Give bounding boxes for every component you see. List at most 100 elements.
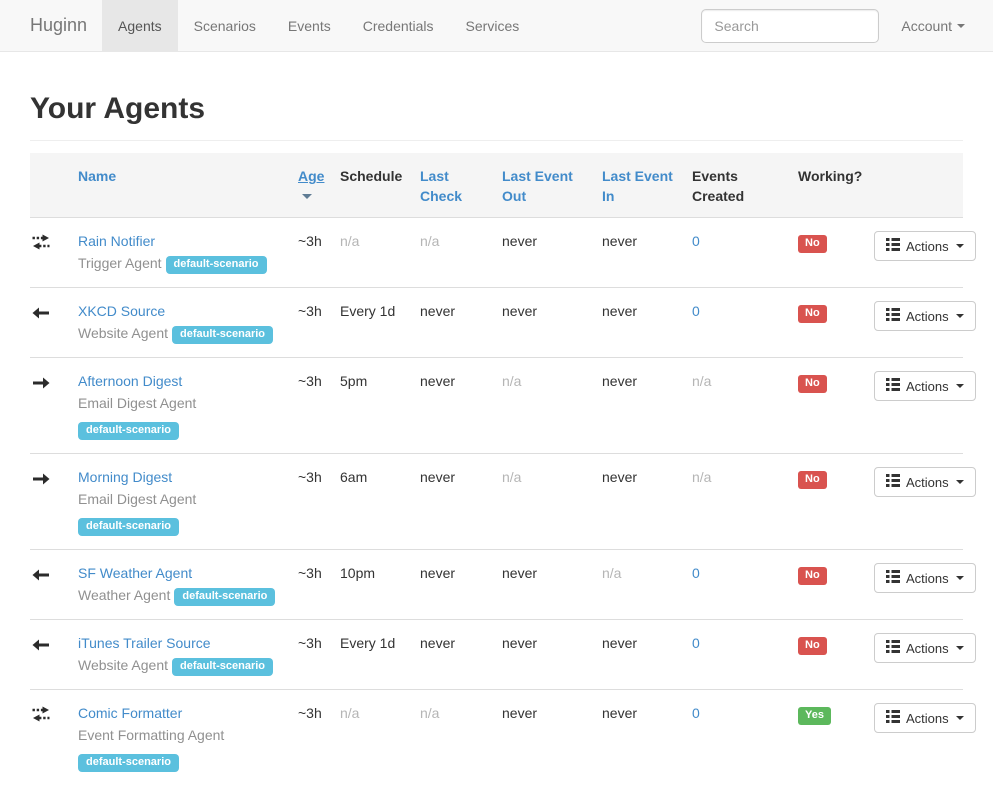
agent-name-link[interactable]: XKCD Source (78, 303, 165, 319)
bidirectional-arrows-icon (32, 706, 50, 727)
schedule-cell: 6am (332, 454, 412, 550)
bidirectional-arrows-icon (32, 234, 50, 255)
header-name[interactable]: Name (78, 168, 116, 184)
scenario-badge[interactable]: default-scenario (78, 422, 179, 440)
events-created-link[interactable]: 0 (692, 233, 700, 249)
actions-button[interactable]: Actions (874, 301, 976, 331)
last-check-cell: n/a (412, 690, 494, 785)
last-event-in-cell: never (594, 358, 684, 454)
working-badge: No (798, 471, 827, 489)
chevron-down-icon (956, 576, 964, 580)
working-badge: Yes (798, 707, 831, 725)
chevron-down-icon (956, 646, 964, 650)
age-cell: ~3h (290, 454, 332, 550)
working-badge: No (798, 305, 827, 323)
agent-name-link[interactable]: Morning Digest (78, 469, 172, 485)
scenario-badge[interactable]: default-scenario (174, 588, 275, 606)
arrow-right-icon (32, 374, 50, 394)
agent-type-label: Email Digest Agent (78, 395, 196, 411)
last-event-in-cell: never (594, 454, 684, 550)
nav-item-agents[interactable]: Agents (102, 0, 178, 51)
chevron-down-icon (956, 384, 964, 388)
agent-name-link[interactable]: iTunes Trailer Source (78, 635, 211, 651)
scenario-badge[interactable]: default-scenario (172, 326, 273, 344)
arrow-right-icon (32, 470, 50, 490)
schedule-cell: 10pm (332, 550, 412, 620)
nav-item-credentials[interactable]: Credentials (347, 0, 450, 51)
account-label: Account (901, 18, 952, 34)
scenario-badge[interactable]: default-scenario (166, 256, 267, 274)
actions-label: Actions (906, 475, 949, 490)
last-check-cell: never (412, 454, 494, 550)
account-menu[interactable]: Account (901, 18, 965, 34)
search-input[interactable] (701, 9, 879, 43)
nav-item-scenarios[interactable]: Scenarios (178, 0, 272, 51)
header-icon-spacer (30, 153, 70, 218)
last-event-out-cell: never (494, 690, 594, 785)
last-event-out-cell: n/a (494, 358, 594, 454)
chevron-down-icon (957, 24, 965, 28)
schedule-cell: Every 1d (332, 288, 412, 358)
agent-name-link[interactable]: Comic Formatter (78, 705, 182, 721)
schedule-cell: Every 1d (332, 620, 412, 690)
header-schedule: Schedule (340, 168, 402, 184)
chevron-down-icon (956, 244, 964, 248)
working-badge: No (798, 637, 827, 655)
age-cell: ~3h (290, 690, 332, 785)
actions-label: Actions (906, 641, 949, 656)
scenario-badge[interactable]: default-scenario (78, 518, 179, 536)
nav-item-events[interactable]: Events (272, 0, 347, 51)
events-created-link[interactable]: 0 (692, 705, 700, 721)
chevron-down-icon (956, 314, 964, 318)
last-check-cell: never (412, 620, 494, 690)
agent-name-link[interactable]: Afternoon Digest (78, 373, 182, 389)
list-icon (886, 238, 900, 254)
actions-button[interactable]: Actions (874, 563, 976, 593)
schedule-cell: 5pm (332, 358, 412, 454)
page-title: Your Agents (30, 92, 963, 126)
actions-button[interactable]: Actions (874, 467, 976, 497)
last-event-in-cell: n/a (594, 550, 684, 620)
header-age[interactable]: Age (298, 168, 324, 184)
actions-button[interactable]: Actions (874, 371, 976, 401)
header-last-event-out[interactable]: Last Event Out (502, 168, 573, 204)
navbar: Huginn Agents Scenarios Events Credentia… (0, 0, 993, 52)
divider (30, 140, 963, 141)
last-check-cell: never (412, 358, 494, 454)
scenario-badge[interactable]: default-scenario (172, 658, 273, 676)
actions-button[interactable]: Actions (874, 231, 976, 261)
last-check-cell: never (412, 288, 494, 358)
table-row: Morning Digest Email Digest Agent defaul… (30, 454, 963, 550)
agent-type-label: Weather Agent (78, 587, 170, 603)
events-created-link[interactable]: 0 (692, 635, 700, 651)
working-badge: No (798, 375, 827, 393)
agent-name-link[interactable]: SF Weather Agent (78, 565, 192, 581)
scenario-badge[interactable]: default-scenario (78, 754, 179, 772)
working-badge: No (798, 235, 827, 253)
events-created-link[interactable]: 0 (692, 303, 700, 319)
actions-button[interactable]: Actions (874, 633, 976, 663)
agent-name-link[interactable]: Rain Notifier (78, 233, 155, 249)
last-event-in-cell: never (594, 620, 684, 690)
brand-logo[interactable]: Huginn (0, 0, 102, 51)
actions-button[interactable]: Actions (874, 703, 976, 733)
last-check-cell: never (412, 550, 494, 620)
header-last-event-in[interactable]: Last Event In (602, 168, 673, 204)
header-last-check[interactable]: Last Check (420, 168, 462, 204)
last-check-cell: n/a (412, 218, 494, 288)
last-event-in-cell: never (594, 690, 684, 785)
age-cell: ~3h (290, 218, 332, 288)
nav-item-services[interactable]: Services (450, 0, 536, 51)
events-created-link[interactable]: 0 (692, 565, 700, 581)
working-badge: No (798, 567, 827, 585)
last-event-out-cell: never (494, 288, 594, 358)
agent-type-label: Email Digest Agent (78, 491, 196, 507)
header-actions-spacer (866, 153, 963, 218)
chevron-down-icon (956, 480, 964, 484)
actions-label: Actions (906, 711, 949, 726)
events-created-cell: n/a (684, 454, 790, 550)
list-icon (886, 570, 900, 586)
arrow-left-icon (32, 304, 50, 324)
